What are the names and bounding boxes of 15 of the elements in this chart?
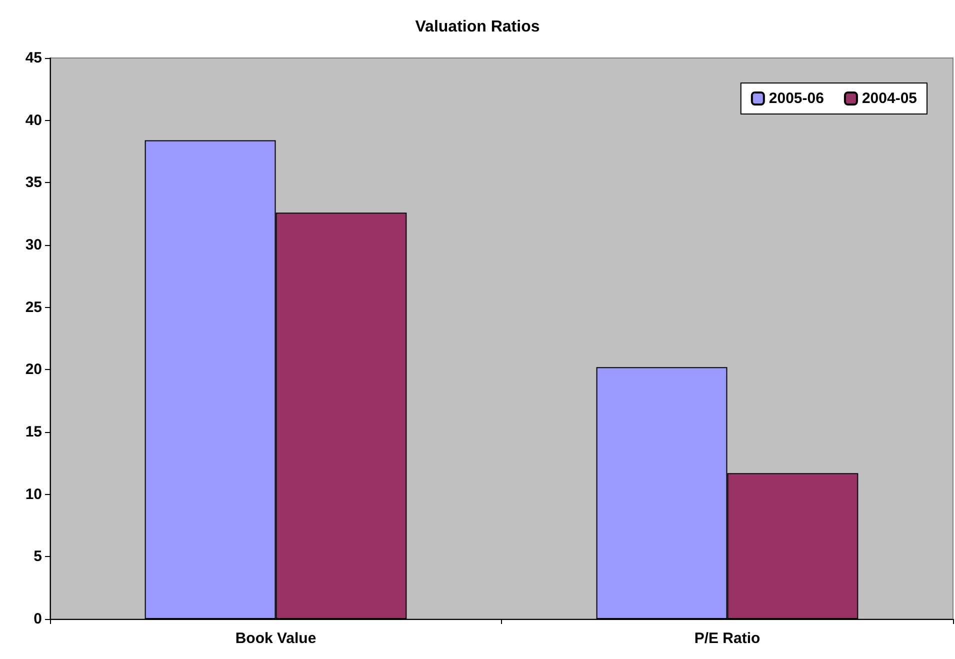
legend-label: 2005-06 [768, 90, 824, 107]
x-tick-label: P/E Ratio [694, 630, 760, 647]
y-tick-label: 40 [25, 112, 42, 129]
chart-title: Valuation Ratios [415, 18, 540, 36]
y-tick-label: 15 [25, 424, 42, 440]
legend-label: 2004-05 [862, 90, 918, 107]
y-tick-label: 10 [25, 486, 42, 503]
y-tick-label: 20 [25, 361, 42, 378]
y-tick-label: 5 [34, 548, 42, 566]
y-tick-label: 35 [25, 174, 42, 192]
y-tick-label: 25 [25, 298, 42, 316]
x-tick-label: Book Value [235, 630, 316, 647]
y-tick-label: 0 [34, 610, 42, 628]
y-tick-label: 30 [25, 236, 42, 254]
y-tick-label: 45 [25, 50, 42, 66]
